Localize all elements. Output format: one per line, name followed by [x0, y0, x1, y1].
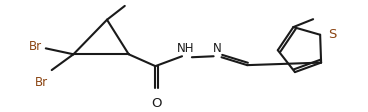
- Text: O: O: [151, 96, 162, 109]
- Text: S: S: [328, 28, 336, 41]
- Text: NH: NH: [177, 42, 195, 55]
- Text: Br: Br: [29, 40, 42, 52]
- Text: Br: Br: [35, 75, 48, 88]
- Text: N: N: [213, 42, 222, 55]
